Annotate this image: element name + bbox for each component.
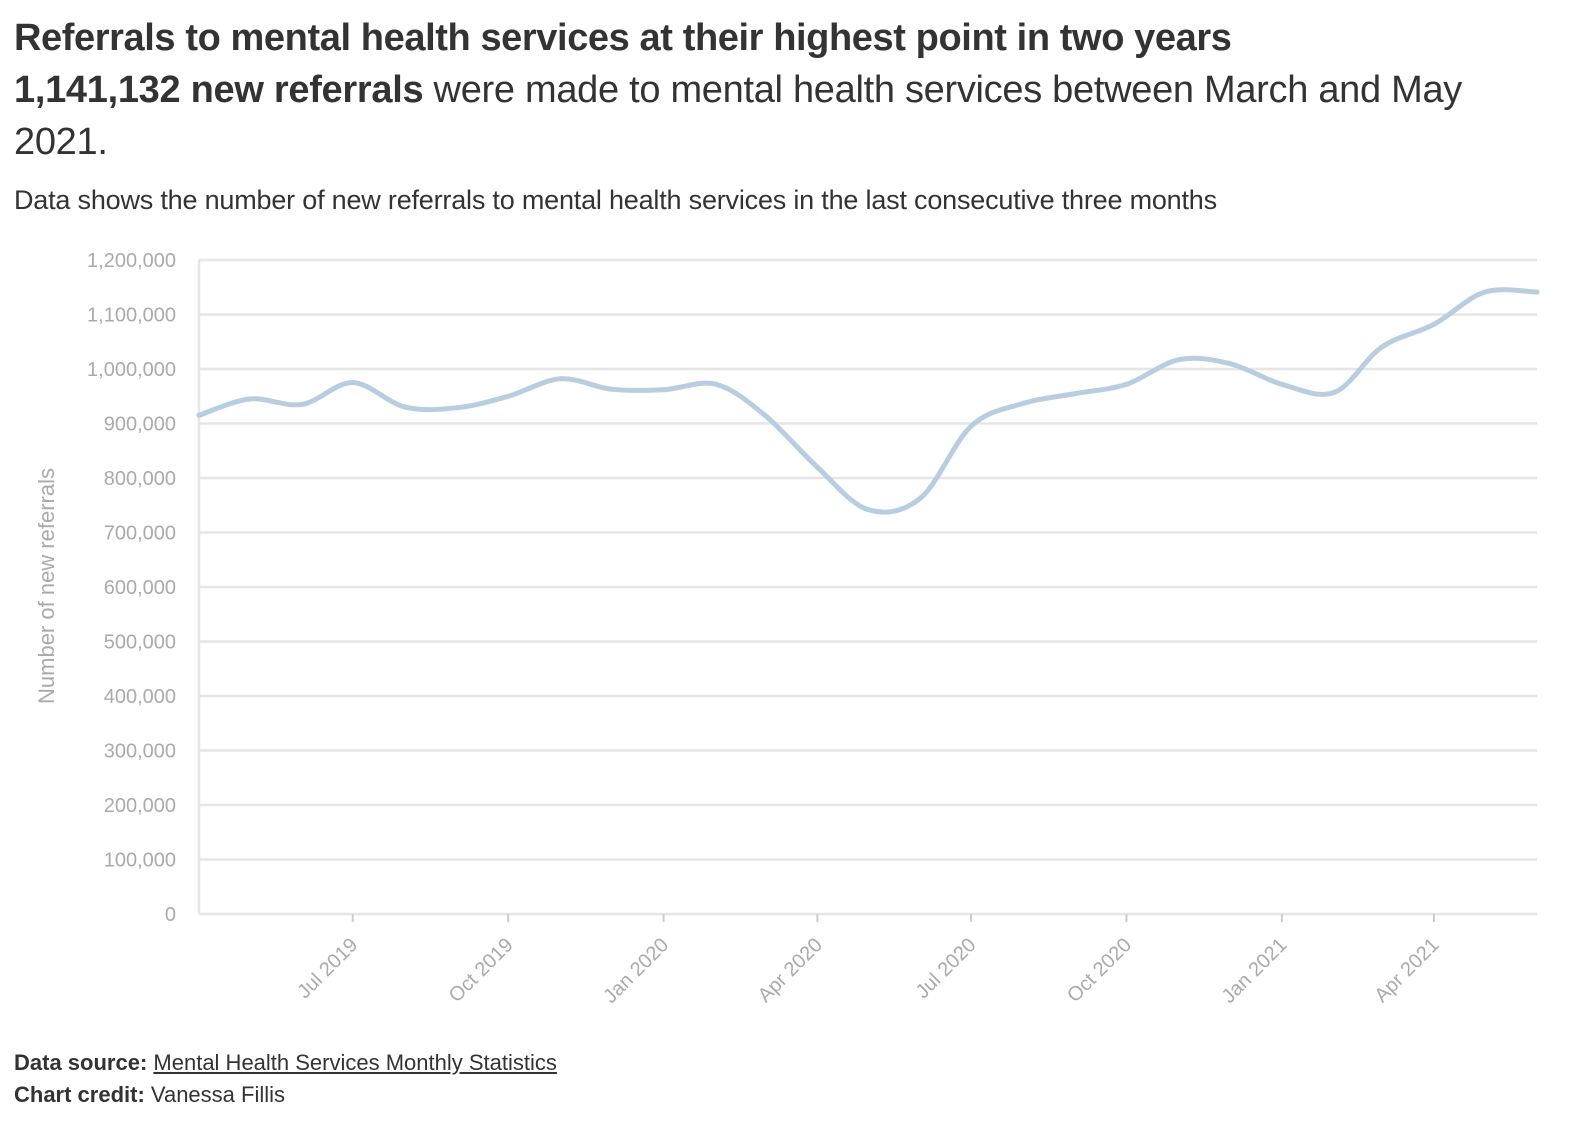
- y-tick-label: 600,000: [104, 577, 176, 599]
- data-point: [713, 381, 719, 387]
- x-tick-label: Apr 2020: [754, 934, 827, 1007]
- headline-highlight: 1,141,132 new referrals: [14, 69, 424, 111]
- data-point: [661, 387, 667, 393]
- data-point: [762, 412, 768, 418]
- data-point: [1379, 344, 1385, 350]
- y-tick-label: 400,000: [104, 686, 176, 708]
- data-point: [1279, 381, 1285, 387]
- y-tick-label: 500,000: [104, 632, 176, 654]
- data-point: [1073, 391, 1079, 396]
- data-source-label: Data source:: [14, 1050, 148, 1075]
- data-point: [247, 396, 253, 402]
- data-point: [505, 393, 511, 399]
- x-tick-label: Jan 2021: [1218, 934, 1292, 1008]
- y-tick-label: 0: [165, 904, 176, 926]
- y-tick-label: 900,000: [104, 414, 176, 436]
- data-point: [455, 405, 460, 411]
- chart-headline: 1,141,132 new referrals were made to men…: [14, 64, 1554, 168]
- y-tick-label: 300,000: [104, 741, 176, 763]
- x-tick-label: Jul 2020: [912, 934, 981, 1003]
- y-axis-title: Number of new referrals: [34, 468, 59, 704]
- line-chart: 0 100,000 200,000 300,000 400,000 500,000 600,…: [34, 250, 1540, 1008]
- y-tick-label: 800,000: [104, 468, 176, 490]
- data-point: [299, 401, 305, 407]
- data-source-link[interactable]: Mental Health Services Monthly Statistic…: [153, 1050, 557, 1075]
- data-point: [1020, 400, 1026, 406]
- data-point: [1124, 381, 1129, 387]
- chart-credit-label: Chart credit:: [14, 1082, 145, 1107]
- data-point: [1534, 289, 1540, 295]
- x-tick-label: Oct 2020: [1063, 934, 1136, 1007]
- chart-title: Referrals to mental health services at t…: [14, 17, 1232, 59]
- data-point: [968, 423, 974, 429]
- data-point: [1482, 289, 1488, 295]
- gridlines: [199, 258, 1537, 861]
- data-point: [865, 507, 871, 513]
- chart-credit-name: Vanessa Fillis: [150, 1082, 286, 1107]
- y-tick-label: 1,200,000: [87, 250, 176, 272]
- x-axis-ticks: Jul 2019 Oct 2019 Jan 2020 Apr 2020 Jul 2020…: [293, 914, 1443, 1008]
- headline-text: were made to mental health services betw…: [14, 69, 1462, 163]
- data-point: [558, 376, 563, 382]
- data-point: [402, 404, 408, 410]
- x-tick-label: Apr 2021: [1371, 934, 1444, 1007]
- data-source: Data source: Mental Health Services Mont…: [14, 1048, 1554, 1078]
- data-point: [1331, 389, 1337, 395]
- chart-subtitle: Data shows the number of new referrals t…: [14, 185, 1217, 215]
- y-tick-label: 700,000: [104, 523, 176, 545]
- x-tick-label: Jan 2020: [599, 934, 673, 1008]
- data-point: [1176, 357, 1182, 363]
- y-tick-label: 1,000,000: [87, 359, 176, 381]
- x-tick-label: Oct 2019: [445, 934, 518, 1007]
- data-point: [1227, 361, 1232, 366]
- data-point: [608, 386, 614, 392]
- chart-credit: Chart credit: Vanessa Fillis: [14, 1080, 1554, 1110]
- x-tick-label: Jul 2019: [293, 934, 362, 1003]
- data-point: [350, 380, 356, 386]
- data-point: [917, 495, 923, 501]
- data-point: [1431, 321, 1437, 327]
- data-point: [814, 464, 820, 470]
- y-axis-ticks: 0 100,000 200,000 300,000 400,000 500,000 600,…: [87, 250, 176, 926]
- axes: [197, 260, 1537, 916]
- series-layer: [196, 287, 1540, 515]
- data-point: [196, 412, 202, 418]
- y-tick-label: 200,000: [104, 795, 176, 817]
- y-tick-label: 1,100,000: [87, 305, 176, 327]
- y-tick-label: 100,000: [104, 850, 176, 872]
